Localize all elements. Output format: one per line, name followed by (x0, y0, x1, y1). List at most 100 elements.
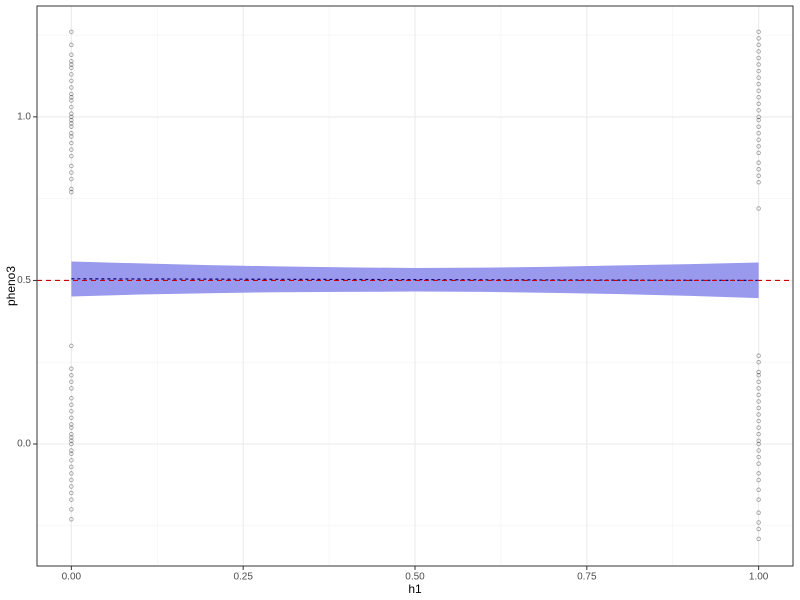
point (756, 369, 761, 375)
point (69, 134, 74, 139)
point (69, 425, 74, 430)
x-tick-label: 1.00 (749, 572, 769, 583)
point (69, 415, 74, 421)
point (756, 448, 761, 453)
point (69, 78, 74, 84)
point (756, 425, 761, 430)
x-tick-label: 0.25 (233, 572, 253, 583)
point (69, 438, 74, 443)
point (756, 55, 761, 61)
point (756, 173, 761, 179)
point (69, 140, 74, 146)
point (69, 52, 74, 57)
point (756, 510, 761, 515)
point (756, 137, 761, 143)
point (756, 36, 761, 41)
point (756, 497, 761, 502)
point (756, 108, 761, 113)
point (69, 379, 74, 385)
x-tick-label: 0.50 (405, 572, 425, 583)
point (69, 170, 74, 175)
point (756, 461, 761, 466)
point (756, 150, 761, 156)
y-tick-label: 0.0 (17, 439, 31, 450)
point (69, 343, 74, 349)
point (69, 189, 74, 195)
point (756, 477, 761, 483)
panel-border (36, 5, 794, 567)
point (756, 454, 761, 460)
point (69, 464, 74, 470)
point (756, 49, 761, 54)
point (69, 91, 74, 97)
point (69, 366, 74, 372)
x-tick-label: 0.00 (62, 572, 82, 583)
point (69, 104, 74, 110)
point (756, 166, 761, 172)
point (69, 42, 74, 48)
point (69, 62, 74, 67)
point (69, 65, 74, 71)
point (69, 29, 74, 35)
point (69, 422, 74, 427)
point (756, 95, 761, 100)
point (756, 88, 761, 93)
x-tick-label: 0.75 (577, 572, 597, 583)
point (756, 81, 761, 87)
point (756, 471, 761, 476)
point (756, 392, 761, 398)
point (69, 402, 74, 407)
point (69, 431, 74, 437)
point (69, 98, 74, 103)
point (69, 435, 74, 440)
point (756, 130, 761, 136)
point (756, 399, 761, 404)
point (69, 441, 74, 447)
point (756, 386, 761, 391)
point (69, 507, 74, 512)
y-tick-label: 1.0 (17, 112, 31, 123)
point (69, 477, 74, 483)
point (756, 42, 761, 48)
point (756, 379, 761, 385)
point (69, 163, 74, 169)
point (69, 484, 74, 489)
point (69, 147, 74, 152)
point (756, 144, 761, 149)
point (756, 180, 761, 185)
point (69, 59, 74, 64)
point (69, 111, 74, 116)
point (756, 438, 761, 443)
point (69, 386, 74, 391)
point (69, 72, 74, 77)
point (69, 117, 74, 123)
point (69, 448, 74, 453)
point (69, 497, 74, 502)
point (756, 353, 761, 358)
point (69, 451, 74, 457)
point (756, 359, 761, 365)
point (69, 121, 74, 126)
point (756, 405, 761, 411)
point (69, 373, 74, 378)
point (756, 117, 761, 123)
point (756, 418, 761, 424)
point (69, 85, 74, 90)
point (69, 95, 74, 100)
point (69, 153, 74, 159)
y-tick-label: 0.5 (17, 275, 31, 286)
point (756, 114, 761, 120)
point (756, 62, 761, 67)
point (756, 124, 761, 129)
point (69, 130, 74, 136)
point (756, 206, 761, 211)
point (69, 458, 74, 463)
point (756, 412, 761, 417)
point (69, 114, 74, 120)
point (756, 487, 761, 493)
point (756, 160, 761, 165)
x-axis-title: h1 (408, 582, 422, 596)
point (69, 124, 74, 129)
point (69, 176, 74, 182)
